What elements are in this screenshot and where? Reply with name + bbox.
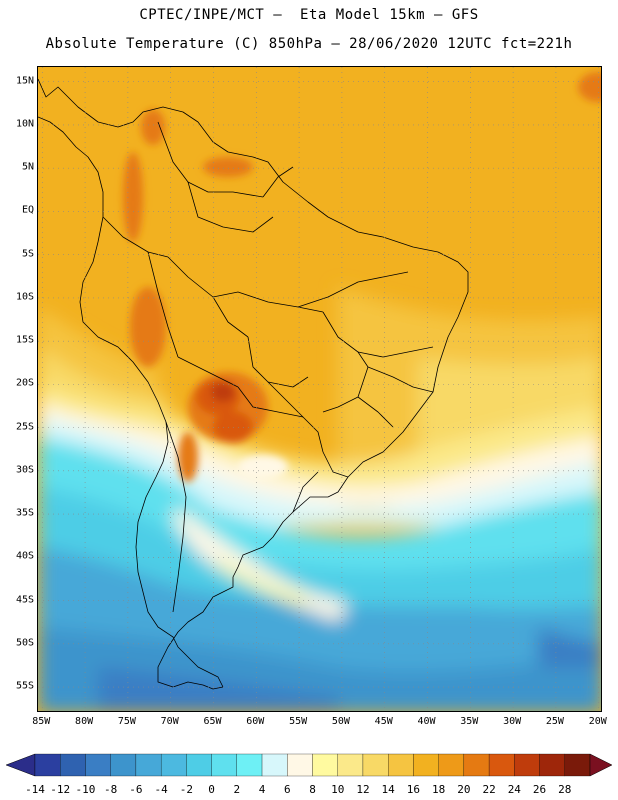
colorbar-label: 10 <box>331 783 345 796</box>
colorbar-label: -4 <box>154 783 168 796</box>
colorbar-label: 8 <box>309 783 316 796</box>
lat-label: 50S <box>15 637 34 649</box>
colorbar-label: 22 <box>482 783 496 796</box>
colorbar-label: -14 <box>25 783 45 796</box>
temperature-map <box>37 66 602 712</box>
colorbar-swatch <box>337 753 364 777</box>
hot-spots <box>123 72 601 482</box>
lat-label: 40S <box>15 550 34 562</box>
colorbar-underflow <box>5 753 36 777</box>
colorbar-swatch <box>261 753 288 777</box>
colorbar-label: 2 <box>233 783 241 796</box>
colorbar-label: 6 <box>283 783 291 796</box>
lat-label: 25S <box>15 421 34 433</box>
map-title-line1: CPTEC/INPE/MCT – Eta Model 15km – GFS <box>139 7 479 23</box>
colorbar-swatch <box>539 753 565 777</box>
lat-label: 10N <box>15 118 34 130</box>
colorbar-label: 24 <box>507 783 521 796</box>
lat-label: 10S <box>15 291 34 303</box>
lat-label: 20S <box>15 377 34 389</box>
lat-label: 15N <box>15 75 34 87</box>
colorbar-swatch <box>110 753 137 777</box>
colorbar-swatch <box>312 753 338 777</box>
colorbar-overflow <box>589 753 613 777</box>
lat-label: 35S <box>15 507 34 519</box>
lon-label: 40W <box>417 716 436 727</box>
lon-label: 65W <box>203 716 222 727</box>
lon-label: 50W <box>331 716 350 727</box>
colorbar-swatch <box>211 753 237 777</box>
colorbar-label: 0 <box>208 783 215 796</box>
colorbar-label: 14 <box>381 783 395 796</box>
lat-label: 5N <box>21 161 34 173</box>
map-title-line2: Absolute Temperature (C) 850hPa – 28/06/… <box>45 36 573 52</box>
lon-label: 75W <box>117 716 136 727</box>
colorbar-label: 26 <box>532 783 547 796</box>
colorbar-label: 12 <box>356 783 370 796</box>
lat-label: 15S <box>15 334 34 346</box>
lon-label: 25W <box>545 716 564 727</box>
lat-label: 30S <box>15 464 34 476</box>
colorbar-swatch <box>463 753 490 777</box>
colorbar-swatch <box>287 753 313 777</box>
colorbar-label: 20 <box>457 783 471 796</box>
lat-label: 55S <box>15 680 34 692</box>
colorbar-swatch <box>438 753 465 777</box>
colorbar-label: 16 <box>406 783 421 796</box>
colorbar-swatch <box>160 753 187 777</box>
colorbar-swatch <box>362 753 389 777</box>
temperature-bands <box>38 287 601 711</box>
colorbar-swatch <box>186 753 212 777</box>
lat-label: 5S <box>21 248 34 260</box>
lon-label: 30W <box>503 716 522 727</box>
colorbar-label: -12 <box>50 783 71 796</box>
lon-label: 35W <box>460 716 479 727</box>
colorbar-swatch <box>60 753 86 777</box>
lon-label: 55W <box>289 716 308 727</box>
colorbar-swatch <box>236 753 263 777</box>
colorbar-swatch <box>413 753 439 777</box>
lon-label: 85W <box>32 716 51 727</box>
lon-label: 20W <box>588 716 607 727</box>
temperature-field <box>38 67 601 711</box>
lat-label: 45S <box>15 594 34 606</box>
graticule <box>38 67 601 711</box>
colorbar-label: 18 <box>432 783 446 796</box>
lat-label: EQ <box>21 204 34 216</box>
colorbar-swatch <box>135 753 162 777</box>
colorbar-label: -8 <box>104 783 118 796</box>
colorbar-swatch <box>85 753 111 777</box>
colorbar-swatch <box>34 753 61 777</box>
colorbar-label: 28 <box>558 783 572 796</box>
colorbar-label: -2 <box>179 783 193 796</box>
colorbar-label: -6 <box>129 783 143 796</box>
colorbar-label: 4 <box>258 783 266 796</box>
colorbar-label: -10 <box>75 783 96 796</box>
colorbar <box>5 753 613 777</box>
colorbar-swatch <box>514 753 540 777</box>
colorbar-swatch <box>488 753 515 777</box>
lon-label: 80W <box>75 716 94 727</box>
colorbar-swatch <box>564 753 591 777</box>
lon-label: 45W <box>374 716 393 727</box>
coastlines <box>38 78 469 690</box>
lon-label: 60W <box>246 716 265 727</box>
lon-label: 70W <box>160 716 179 727</box>
colorbar-swatch <box>388 753 414 777</box>
